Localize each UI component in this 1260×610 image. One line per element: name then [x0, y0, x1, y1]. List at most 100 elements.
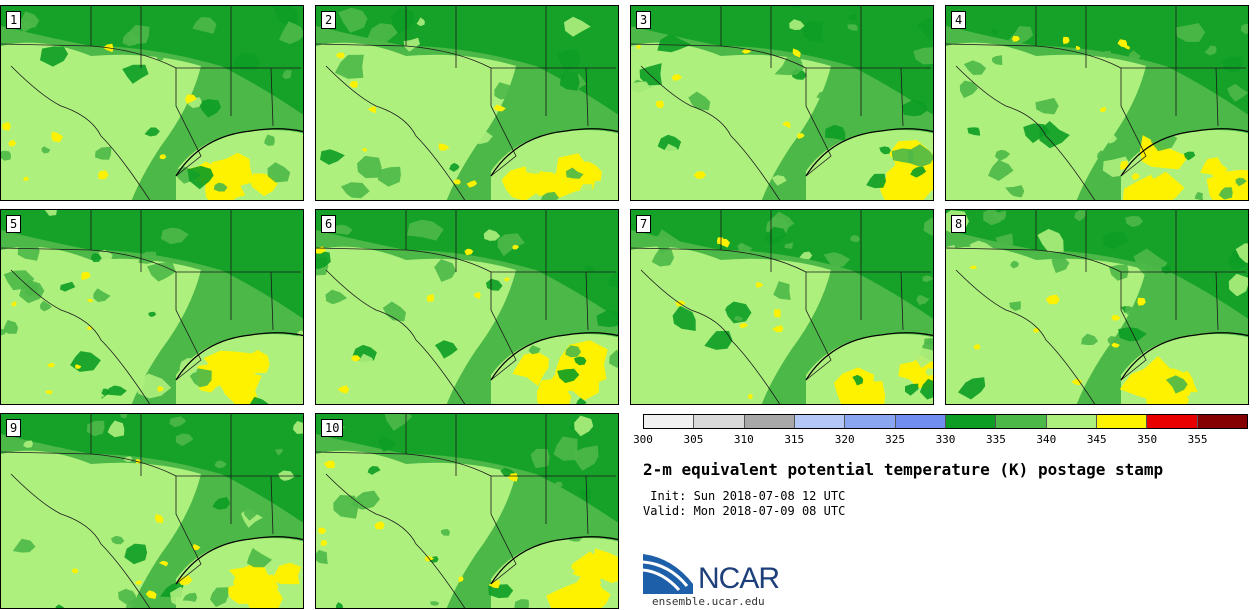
texture-blob [118, 588, 136, 604]
texture-blob [264, 134, 275, 146]
texture-blob [279, 21, 303, 45]
figure-title: 2-m equivalent potential temperature (K)… [643, 460, 1164, 479]
texture-blob [124, 543, 148, 565]
warm-speck [438, 143, 450, 151]
texture-blob [995, 233, 1013, 250]
warm-speck [458, 576, 464, 583]
texture-blob [528, 345, 541, 355]
texture-blob [608, 272, 618, 288]
central-light-region [316, 246, 516, 404]
legend-tick-label: 310 [733, 433, 754, 446]
warm-speck [1012, 35, 1020, 42]
texture-blob [1010, 260, 1019, 269]
texture-blob [1005, 185, 1025, 198]
texture-blob [182, 592, 198, 602]
texture-blob [609, 350, 618, 368]
state-border [955, 65, 1096, 200]
ensemble-member-panel: 2 [315, 5, 619, 201]
warm-speck [86, 298, 94, 303]
texture-blob [340, 103, 360, 119]
texture-blob [407, 219, 444, 241]
warm-speck [504, 277, 510, 282]
texture-blob [963, 60, 987, 75]
texture-blob [316, 186, 333, 200]
texture-blob [212, 497, 231, 510]
texture-blob [98, 249, 113, 262]
member-map [316, 414, 618, 608]
texture-blob [144, 127, 160, 137]
warm-speck [739, 323, 749, 329]
state-border [490, 272, 517, 381]
texture-blob [107, 420, 125, 438]
texture-blob [160, 227, 189, 245]
texture-blob [434, 340, 458, 359]
north-dark-region [1, 414, 303, 523]
legend-swatch-350 [1147, 415, 1198, 428]
legend-tick-label: 300 [633, 433, 653, 446]
warm-speck [145, 590, 157, 599]
texture-blob [233, 53, 260, 70]
legend-tick-label: 355 [1187, 433, 1208, 446]
texture-blob [585, 265, 595, 273]
member-number-label: 3 [636, 11, 652, 29]
warm-patch [537, 378, 572, 404]
warm-speck [671, 74, 683, 81]
legend-swatch-300 [644, 415, 695, 428]
texture-blob [905, 383, 919, 396]
state-border [955, 269, 1096, 404]
texture-blob [187, 165, 214, 190]
texture-blob [573, 356, 587, 366]
warm-speck [74, 364, 82, 369]
warm-speck [1, 122, 12, 131]
texture-blob [579, 184, 593, 197]
texture-blob [1051, 253, 1070, 274]
warm-speck [493, 104, 506, 112]
texture-blob [1125, 215, 1144, 227]
warm-patch [1140, 135, 1189, 170]
texture-blob [441, 529, 450, 536]
state-border [405, 249, 547, 320]
texture-blob [3, 320, 19, 334]
texture-blob [574, 445, 599, 471]
texture-blob [136, 373, 172, 399]
legend-swatch-315 [794, 415, 846, 428]
member-map [946, 210, 1248, 404]
texture-blob [651, 248, 675, 267]
texture-blob [847, 24, 858, 31]
legend-swatch-335 [996, 415, 1047, 428]
texture-blob [156, 54, 164, 61]
texture-blob [382, 301, 406, 322]
texture-blob [321, 580, 342, 596]
texture-blob [391, 8, 415, 35]
warm-speck [374, 521, 385, 530]
warm-speck [335, 52, 345, 59]
texture-blob [192, 17, 217, 34]
state-border [720, 249, 862, 320]
texture-blob [828, 70, 854, 92]
state-border [175, 272, 202, 381]
texture-blob [530, 448, 550, 469]
texture-blob [247, 94, 265, 108]
warm-patch [501, 166, 544, 200]
texture-blob [1037, 228, 1064, 253]
texture-blob [471, 127, 493, 145]
warm-speck [1120, 160, 1128, 170]
warm-speck [135, 580, 142, 585]
state-border [405, 453, 547, 524]
texture-blob [267, 162, 291, 183]
texture-blob [23, 440, 33, 448]
warm-speck [320, 540, 328, 546]
texture-blob [292, 421, 303, 434]
north-dark-region [631, 6, 933, 115]
texture-blob [120, 414, 128, 419]
texture-blob [95, 146, 112, 160]
texture-blob [902, 100, 928, 117]
texture-blob [175, 433, 194, 446]
texture-blob [825, 124, 846, 141]
texture-blob [910, 347, 933, 369]
warm-patch [251, 173, 278, 197]
state-border [90, 453, 232, 524]
texture-blob [1035, 97, 1059, 115]
state-border [490, 476, 517, 585]
texture-blob [565, 305, 578, 313]
